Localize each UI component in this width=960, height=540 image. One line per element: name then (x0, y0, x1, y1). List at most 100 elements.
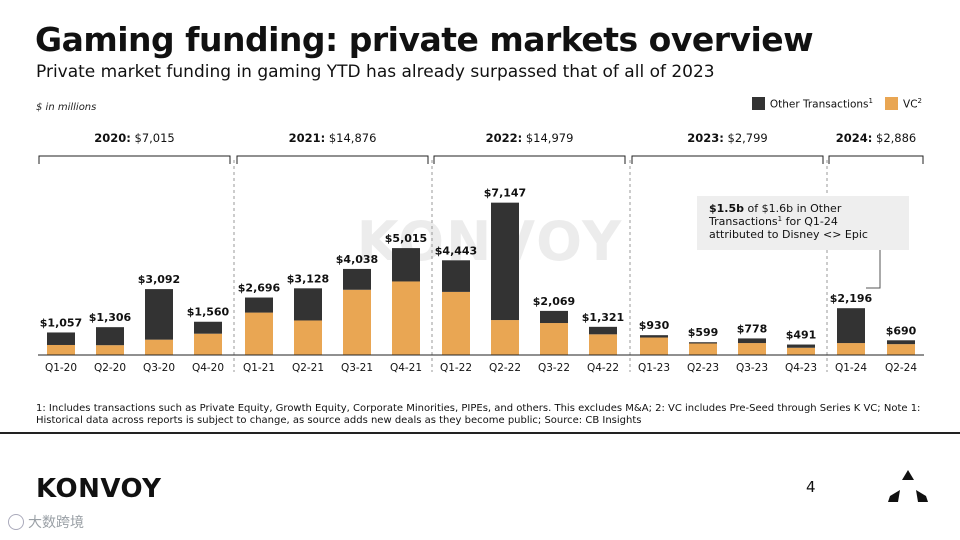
x-tick-label: Q1-24 (835, 362, 867, 374)
bar-vc (837, 343, 865, 355)
legend: Other Transactions1 VC2 (751, 97, 922, 111)
bar-vc (442, 291, 470, 355)
bar-other (96, 327, 124, 346)
page-subtitle: Private market funding in gaming YTD has… (36, 62, 715, 82)
x-tick-label: Q4-22 (587, 362, 619, 374)
units-label: $ in millions (36, 102, 97, 113)
bar-total-label: $7,147 (484, 187, 526, 200)
legend-other: Other Transactions1 (751, 97, 874, 111)
annotation-line-3: attributed to Disney <> Epic (709, 228, 868, 241)
bar-total-label: $1,057 (40, 316, 82, 329)
bar-vc (47, 344, 75, 355)
x-tick-label: Q3-23 (736, 362, 768, 374)
bar-total-label: $2,069 (533, 295, 575, 308)
bar-total-label: $930 (639, 319, 670, 332)
watermark: 大数跨境 (8, 512, 84, 532)
bar-vc (787, 347, 815, 355)
bar-total-label: $491 (786, 329, 817, 342)
bar-total-label: $2,696 (238, 282, 281, 295)
bar-total-label: $778 (737, 322, 768, 335)
bar-other (787, 344, 815, 348)
year-total-label: 2022: $14,979 (486, 131, 574, 145)
bar-total-label: $3,128 (287, 272, 329, 285)
bar-other (442, 260, 470, 292)
annotation-connector (866, 250, 881, 289)
bar-total-label: $1,306 (89, 311, 132, 324)
bar-other (194, 321, 222, 334)
x-tick-label: Q1-22 (440, 362, 472, 374)
bar-total-label: $5,015 (385, 232, 427, 245)
bar-other (689, 342, 717, 344)
x-tick-label: Q3-20 (143, 362, 175, 374)
x-tick-label: Q3-22 (538, 362, 570, 374)
bar-vc (887, 344, 915, 355)
x-tick-label: Q2-23 (687, 362, 719, 374)
x-tick-label: Q1-23 (638, 362, 670, 374)
bar-vc (640, 337, 668, 355)
year-bracket (433, 155, 626, 164)
page-title: Gaming funding: private markets overview (35, 20, 814, 59)
legend-vc: VC2 (885, 97, 922, 111)
bar-total-label: $4,038 (336, 253, 378, 266)
bar-total-label: $599 (688, 326, 719, 339)
watermark-icon (8, 514, 24, 530)
bar-vc (96, 345, 124, 355)
year-total-label: 2021: $14,876 (289, 131, 377, 145)
x-tick-label: Q4-20 (192, 362, 224, 374)
bar-total-label: $4,443 (435, 244, 477, 257)
year-bracket (236, 155, 429, 164)
bar-vc (738, 343, 766, 355)
bar-other (392, 248, 420, 282)
x-tick-label: Q4-21 (390, 362, 422, 374)
x-tick-label: Q2-24 (885, 362, 917, 374)
bar-vc (194, 333, 222, 355)
year-total-label: 2024: $2,886 (836, 131, 917, 145)
x-tick-label: Q3-21 (341, 362, 373, 374)
x-tick-label: Q1-21 (243, 362, 275, 374)
bar-other (640, 335, 668, 338)
bar-other (837, 308, 865, 344)
x-tick-label: Q1-20 (45, 362, 77, 374)
bar-other (343, 268, 371, 290)
legend-vc-swatch (885, 97, 899, 111)
bar-vc (392, 281, 420, 355)
bar-other (491, 202, 519, 321)
legend-other-swatch (751, 97, 765, 111)
bar-vc (294, 320, 322, 355)
x-tick-label: Q2-22 (489, 362, 521, 374)
year-bracket (38, 155, 231, 164)
bar-vc (540, 323, 568, 355)
bar-vc (491, 320, 519, 355)
annotation-box (697, 196, 909, 250)
bar-vc (245, 312, 273, 355)
bar-total-label: $2,196 (830, 292, 873, 305)
bar-vc (343, 289, 371, 355)
footnote: 1: Includes transactions such as Private… (36, 403, 921, 426)
year-total-label: 2020: $7,015 (94, 131, 175, 145)
year-total-label: 2023: $2,799 (687, 131, 768, 145)
annotation-line-2: Transactions1 for Q1-24 (708, 215, 838, 228)
bar-total-label: $3,092 (138, 273, 180, 286)
bar-other (738, 338, 766, 344)
bar-other (245, 297, 273, 313)
bar-vc (589, 334, 617, 355)
bar-vc (145, 339, 173, 355)
legend-vc-label: VC2 (903, 97, 922, 111)
bar-total-label: $1,560 (187, 306, 230, 319)
watermark-text: 大数跨境 (28, 515, 84, 531)
konvoy-mark-icon (888, 470, 928, 502)
bar-other (294, 288, 322, 321)
bar-other (145, 289, 173, 340)
footer-divider (0, 432, 960, 434)
bar-other (540, 310, 568, 324)
year-bracket (631, 155, 824, 164)
x-tick-label: Q2-20 (94, 362, 126, 374)
bar-total-label: $1,321 (582, 311, 624, 324)
x-tick-label: Q4-23 (785, 362, 817, 374)
bar-total-label: $690 (886, 324, 917, 337)
bar-other (589, 326, 617, 335)
bar-other (887, 340, 915, 345)
year-bracket (828, 155, 924, 164)
legend-other-label: Other Transactions1 (769, 97, 874, 111)
